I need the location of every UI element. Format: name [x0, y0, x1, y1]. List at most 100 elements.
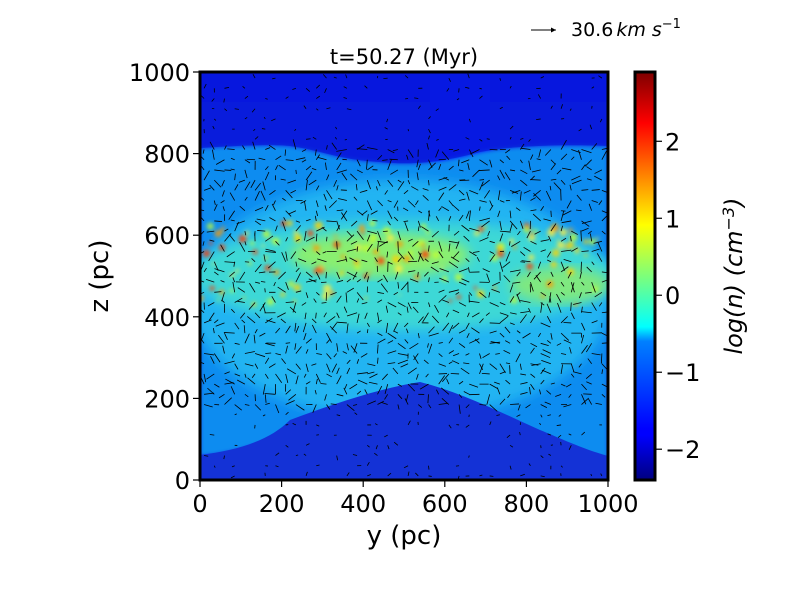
velocity-arrow: [595, 402, 602, 405]
velocity-arrow: [397, 231, 402, 241]
velocity-arrow: [499, 159, 504, 164]
velocity-arrow: [520, 311, 530, 314]
velocity-arrow: [528, 308, 531, 313]
velocity-arrow: [384, 127, 388, 130]
velocity-arrow: [224, 397, 232, 405]
density-hotspot: [476, 290, 485, 298]
velocity-arrow: [505, 149, 511, 154]
velocity-arrow: [417, 271, 419, 278]
velocity-arrow: [323, 193, 327, 201]
velocity-arrow: [438, 241, 443, 252]
velocity-arrow: [361, 302, 368, 305]
density-hotspot: [273, 269, 280, 276]
velocity-arrow: [482, 268, 490, 273]
velocity-arrow: [503, 350, 511, 354]
velocity-arrow: [210, 356, 215, 364]
density-hotspot: [321, 292, 330, 300]
velocity-arrow: [236, 379, 246, 385]
velocity-arrow: [316, 226, 325, 232]
velocity-arrow: [397, 179, 402, 183]
density-hotspot: [311, 241, 314, 244]
velocity-arrow: [423, 359, 429, 365]
velocity-arrow: [224, 360, 235, 365]
velocity-arrow: [234, 413, 237, 416]
velocity-arrow: [263, 116, 266, 120]
velocity-arrow: [581, 149, 592, 154]
velocity-arrow: [448, 361, 453, 365]
velocity-arrow: [600, 473, 603, 477]
velocity-arrow: [356, 292, 364, 301]
velocity-arrow: [596, 253, 603, 262]
density-hotspot: [528, 234, 536, 242]
velocity-arrow: [530, 383, 535, 391]
velocity-arrow: [438, 163, 442, 171]
velocity-arrow: [302, 248, 307, 252]
velocity-arrow: [520, 251, 526, 257]
velocity-arrow: [221, 190, 225, 197]
velocity-arrow: [428, 245, 430, 252]
velocity-arrow: [264, 205, 269, 211]
velocity-arrow: [591, 302, 597, 311]
velocity-arrow: [377, 154, 383, 161]
density-hotspot: [566, 241, 575, 249]
x-tick-label: 0: [192, 490, 207, 518]
velocity-arrow: [251, 373, 256, 378]
velocity-arrow: [343, 86, 348, 89]
velocity-arrow: [333, 76, 337, 79]
velocity-arrow: [253, 128, 256, 132]
velocity-arrow: [265, 235, 274, 242]
velocity-arrow: [520, 179, 528, 186]
velocity-arrow: [453, 149, 460, 152]
velocity-arrow: [441, 398, 450, 405]
velocity-arrow: [397, 383, 403, 387]
density-hotspot: [421, 250, 430, 259]
velocity-arrow: [394, 271, 399, 280]
density-hotspot: [242, 296, 246, 300]
velocity-arrow: [479, 95, 483, 99]
velocity-arrow: [275, 225, 278, 232]
velocity-arrow: [330, 291, 337, 296]
velocity-arrow: [254, 207, 264, 212]
velocity-arrow: [336, 295, 342, 303]
velocity-arrow: [570, 156, 575, 161]
velocity-arrow: [448, 261, 459, 269]
velocity-arrow: [377, 400, 385, 405]
velocity-arrow: [428, 332, 439, 337]
density-hotspot: [376, 257, 385, 265]
velocity-arrow: [271, 203, 276, 211]
velocity-arrow: [520, 261, 526, 263]
velocity-arrow: [357, 379, 368, 385]
velocity-arrow: [403, 465, 409, 469]
velocity-arrow: [305, 171, 313, 181]
density-hotspot: [415, 242, 420, 248]
velocity-arrow: [294, 343, 297, 350]
velocity-arrow: [511, 189, 521, 194]
velocity-arrow: [521, 260, 531, 263]
velocity-arrow: [354, 412, 358, 416]
velocity-arrow: [303, 105, 307, 109]
velocity-arrow: [224, 87, 230, 89]
velocity-arrow: [262, 384, 266, 395]
velocity-arrow: [479, 318, 484, 324]
velocity-arrow: [336, 455, 339, 461]
velocity-arrow: [567, 271, 572, 279]
velocity-arrow: [203, 83, 207, 89]
velocity-arrow: [323, 312, 327, 318]
velocity-arrow: [377, 332, 383, 336]
velocity-arrow: [203, 404, 213, 408]
velocity-arrow: [530, 240, 537, 245]
velocity-arrow: [366, 243, 373, 252]
velocity-arrow: [308, 278, 317, 283]
density-hotspot: [354, 264, 361, 270]
velocity-arrow: [248, 302, 256, 310]
density-hotspot: [262, 230, 271, 238]
velocity-arrow: [364, 85, 368, 89]
velocity-arrow: [321, 227, 327, 232]
velocity-arrow: [555, 393, 562, 397]
velocity-arrow: [479, 237, 489, 242]
velocity-arrow: [207, 302, 215, 307]
velocity-arrow: [520, 382, 528, 385]
velocity-arrow: [490, 341, 500, 344]
velocity-arrow: [441, 151, 450, 160]
velocity-arrow: [251, 108, 256, 113]
